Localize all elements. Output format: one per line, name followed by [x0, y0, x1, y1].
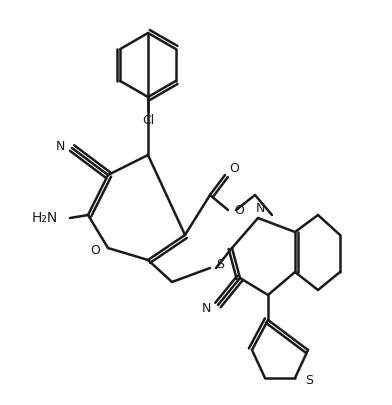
Text: S: S — [305, 373, 313, 386]
Text: O: O — [229, 162, 239, 175]
Text: N: N — [201, 303, 211, 315]
Text: N: N — [56, 139, 65, 153]
Text: O: O — [90, 243, 100, 256]
Text: Cl: Cl — [142, 113, 154, 126]
Text: N: N — [255, 202, 265, 215]
Text: H₂N: H₂N — [32, 211, 58, 225]
Text: O: O — [234, 203, 244, 217]
Text: S: S — [216, 258, 224, 271]
